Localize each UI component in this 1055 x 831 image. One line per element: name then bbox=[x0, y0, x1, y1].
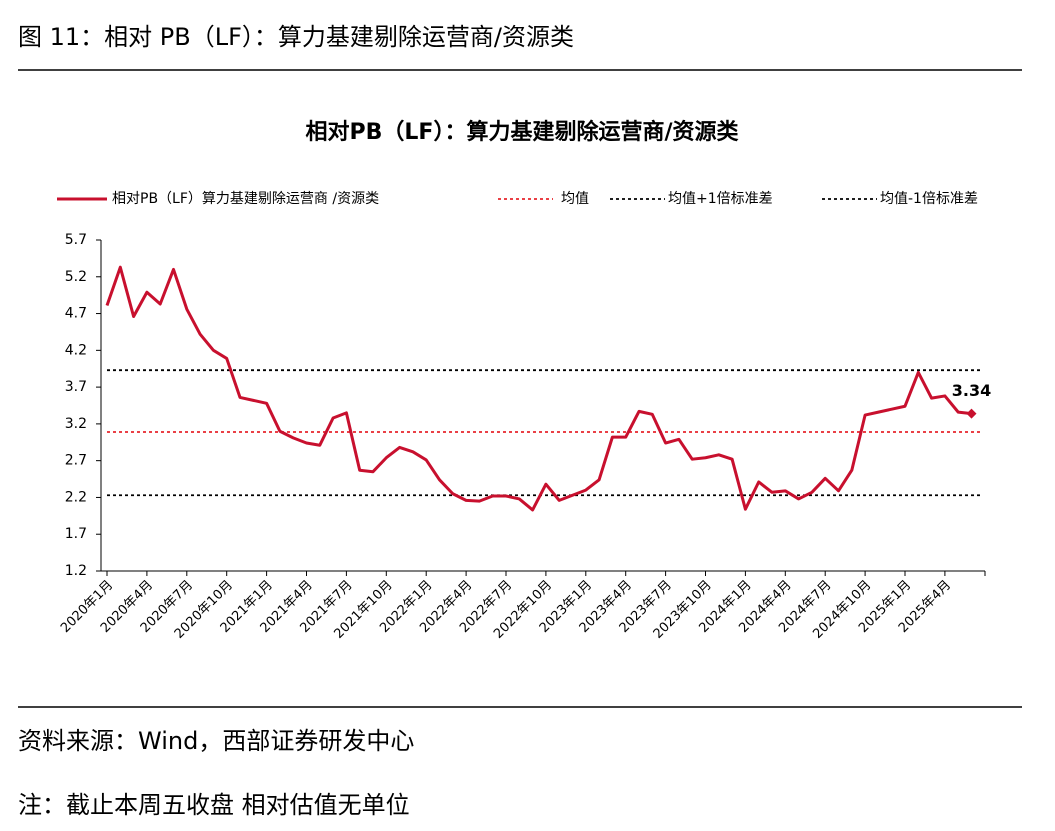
legend-label: 均值+1倍标准差 bbox=[668, 191, 773, 207]
data-label: 3.34 bbox=[952, 381, 991, 400]
chart-title: 相对PB（LF）：算力基建剔除运营商/资源类 bbox=[306, 119, 740, 145]
y-tick-label: 4.2 bbox=[65, 342, 87, 358]
y-tick-label: 2.7 bbox=[65, 453, 87, 469]
series-line bbox=[105, 265, 972, 512]
y-tick-label: 2.2 bbox=[65, 489, 87, 505]
y-tick-label: 3.2 bbox=[65, 416, 87, 432]
y-tick-label: 1.2 bbox=[65, 563, 87, 579]
y-tick-label: 4.7 bbox=[65, 306, 87, 322]
source: 资料来源：Wind，西部证券研发中心 bbox=[18, 727, 414, 755]
legend-label: 均值 bbox=[561, 191, 589, 207]
legend-label: 相对PB（LF）算力基建剔除运营商 /资源类 bbox=[112, 190, 379, 207]
end-marker bbox=[966, 408, 977, 419]
y-tick-label: 5.7 bbox=[65, 232, 87, 248]
y-tick-label: 1.7 bbox=[65, 526, 87, 542]
legend-label: 均值-1倍标准差 bbox=[880, 191, 978, 207]
figure-caption: 图 11：相对 PB（LF）：算力基建剔除运营商/资源类 bbox=[18, 23, 574, 51]
y-tick-label: 3.7 bbox=[65, 379, 87, 395]
y-tick-label: 5.2 bbox=[65, 269, 87, 285]
note: 注：截止本周五收盘 相对估值无单位 bbox=[18, 791, 410, 819]
